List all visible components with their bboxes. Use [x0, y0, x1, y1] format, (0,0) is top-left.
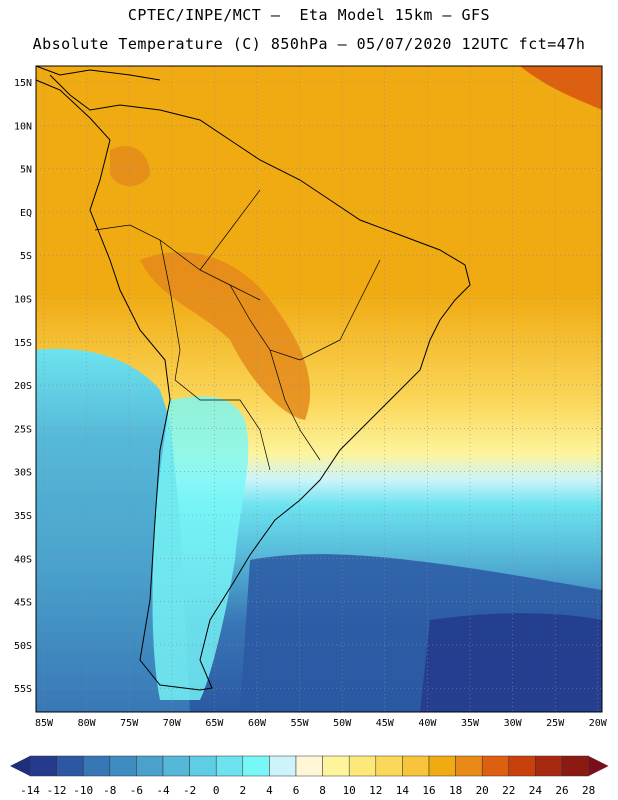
legend-color-box — [535, 755, 563, 777]
legend-label: -2 — [183, 784, 196, 797]
lon-label: 20W — [589, 718, 608, 729]
map-title: CPTEC/INPE/MCT – Eta Model 15km – GFS — [127, 6, 491, 24]
lat-label: 15N — [14, 78, 32, 89]
legend-label: 24 — [529, 784, 543, 797]
lat-label: EQ — [20, 208, 32, 219]
legend-low-cap — [10, 756, 30, 776]
color-legend: -14 -12 -10 -8 -6 -4 -2 0 2 4 6 8 10 12 14 16 18 20 22 24 26… — [10, 755, 609, 797]
lat-label: 30S — [14, 468, 32, 479]
lon-label: 30W — [504, 718, 523, 729]
legend-label: 20 — [476, 784, 489, 797]
legend-label: 4 — [266, 784, 273, 797]
legend-label: 0 — [213, 784, 220, 797]
lon-label: 60W — [248, 718, 267, 729]
legend-color-box — [56, 755, 84, 777]
plot-frame — [35, 65, 603, 713]
legend-label: -6 — [130, 784, 143, 797]
lon-label: 35W — [461, 718, 480, 729]
andes-cool-field — [152, 396, 249, 700]
legend-label: 10 — [343, 784, 356, 797]
legend-color-box — [189, 755, 217, 777]
country-borders — [94, 189, 381, 471]
legend-color-box — [29, 755, 57, 777]
legend-label: 14 — [396, 784, 410, 797]
lat-label: 55S — [14, 684, 32, 695]
legend-label: -8 — [103, 784, 116, 797]
legend-color-box — [136, 755, 164, 777]
temperature-map: 15N 10N 5N EQ 5S 10S 15S 20S 25S 30S 35S 40S 45S 50S 5… — [14, 65, 608, 729]
legend-color-box — [162, 755, 190, 777]
legend-label: 2 — [239, 784, 246, 797]
legend-color-box — [402, 755, 430, 777]
lon-label: 25W — [546, 718, 565, 729]
legend-color-box — [508, 755, 536, 777]
lon-label: 70W — [163, 718, 182, 729]
legend-color-box — [82, 755, 111, 777]
legend-label: 28 — [582, 784, 595, 797]
lon-label: 40W — [418, 718, 437, 729]
lat-label: 20S — [14, 381, 32, 392]
legend-label: -12 — [47, 784, 67, 797]
legend-color-box — [295, 755, 323, 777]
coastline — [35, 65, 471, 691]
lat-label: 10S — [14, 295, 32, 306]
lon-label: 75W — [120, 718, 139, 729]
legend-label: 16 — [422, 784, 435, 797]
lat-label: 5N — [20, 165, 32, 176]
legend-color-box — [561, 755, 589, 777]
lon-label: 65W — [205, 718, 224, 729]
legend-label: 6 — [293, 784, 300, 797]
lat-label: 10N — [14, 121, 32, 132]
lon-label: 50W — [333, 718, 352, 729]
legend-label: 18 — [449, 784, 462, 797]
legend-color-box — [322, 755, 350, 777]
hot-north-field — [110, 146, 150, 187]
latitude-labels: 15N 10N 5N EQ 5S 10S 15S 20S 25S 30S 35S 40S 45S 50S 5… — [14, 78, 32, 695]
lat-label: 50S — [14, 641, 32, 652]
map-subtitle: Absolute Temperature (C) 850hPa – 05/07/… — [32, 35, 586, 53]
legend-color-box — [348, 755, 377, 777]
south-atlantic-deep-field — [420, 613, 602, 712]
pacific-cool-field — [36, 348, 190, 712]
legend-label: 8 — [319, 784, 326, 797]
legend-color-box — [109, 755, 137, 777]
hot-inland-field — [140, 252, 311, 420]
legend-high-cap — [588, 756, 609, 776]
legend-label: -14 — [20, 784, 40, 797]
legend-color-box — [481, 755, 510, 777]
legend-color-box — [215, 755, 244, 777]
legend-color-box — [455, 755, 483, 777]
lon-label: 55W — [291, 718, 310, 729]
longitude-labels: 85W 80W 75W 70W 65W 60W 55W 50W 45W 40W 35W 30W 25W 2… — [35, 718, 608, 729]
lon-label: 80W — [78, 718, 97, 729]
lat-label: 25S — [14, 424, 32, 435]
lat-label: 15S — [14, 338, 32, 349]
legend-label: 26 — [555, 784, 568, 797]
legend-color-box — [428, 755, 456, 777]
lat-label: 5S — [20, 251, 32, 262]
legend-label: 12 — [369, 784, 382, 797]
lon-label: 45W — [376, 718, 395, 729]
lon-label: 85W — [35, 718, 54, 729]
legend-label: -10 — [73, 784, 93, 797]
legend-color-box — [375, 755, 403, 777]
legend-color-box — [242, 755, 270, 777]
lat-label: 35S — [14, 511, 32, 522]
legend-label: 22 — [502, 784, 515, 797]
lat-label: 45S — [14, 598, 32, 609]
hot-corner-field — [520, 66, 602, 110]
legend-label: -4 — [156, 784, 170, 797]
legend-color-box — [269, 755, 297, 777]
lat-label: 40S — [14, 554, 32, 565]
